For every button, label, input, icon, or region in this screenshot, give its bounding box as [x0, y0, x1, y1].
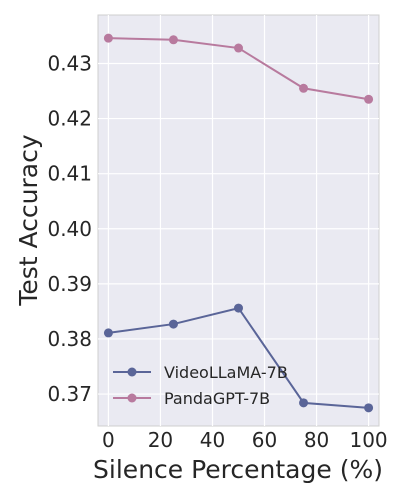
grid-lines — [98, 15, 379, 426]
data-point-videollama-7b — [103, 328, 113, 338]
legend-label-pandagpt: PandaGPT-7B — [164, 389, 270, 408]
y-tick-label: 0.37 — [47, 382, 92, 406]
data-point-pandagpt-7b — [364, 94, 374, 104]
legend-marker-pandagpt — [127, 393, 137, 403]
x-tick-label: 80 — [304, 428, 329, 452]
data-point-videollama-7b — [364, 403, 374, 413]
x-tick-label: 20 — [148, 428, 173, 452]
data-point-pandagpt-7b — [103, 33, 113, 43]
legend-label-videollama: VideoLLaMA-7B — [164, 363, 288, 382]
data-point-pandagpt-7b — [168, 35, 178, 45]
x-tick-label: 60 — [252, 428, 277, 452]
data-point-videollama-7b — [299, 398, 309, 408]
y-tick-label: 0.41 — [47, 162, 92, 186]
x-axis-title: Silence Percentage (%) — [93, 455, 383, 484]
y-tick-label: 0.39 — [47, 272, 92, 296]
series-lines — [103, 33, 374, 413]
data-point-videollama-7b — [234, 303, 243, 313]
legend: VideoLLaMA-7B PandaGPT-7B — [113, 363, 288, 408]
y-tick-labels: 0.37 0.38 0.39 0.40 0.41 0.42 0.43 — [47, 51, 92, 406]
y-tick-label: 0.40 — [47, 217, 92, 241]
legend-marker-videollama — [127, 367, 137, 377]
data-point-pandagpt-7b — [234, 43, 243, 53]
plot-area — [97, 14, 380, 427]
y-tick-label: 0.43 — [47, 51, 92, 75]
y-axis-title: Test Accuracy — [14, 134, 43, 307]
data-point-videollama-7b — [168, 319, 178, 329]
x-tick-label: 0 — [102, 428, 115, 452]
data-point-pandagpt-7b — [299, 83, 309, 93]
x-tick-labels: 0 20 40 60 80 100 — [102, 428, 388, 452]
y-tick-label: 0.38 — [47, 327, 92, 351]
x-tick-label: 100 — [349, 428, 387, 452]
x-tick-label: 40 — [200, 428, 225, 452]
y-tick-label: 0.42 — [47, 107, 92, 131]
